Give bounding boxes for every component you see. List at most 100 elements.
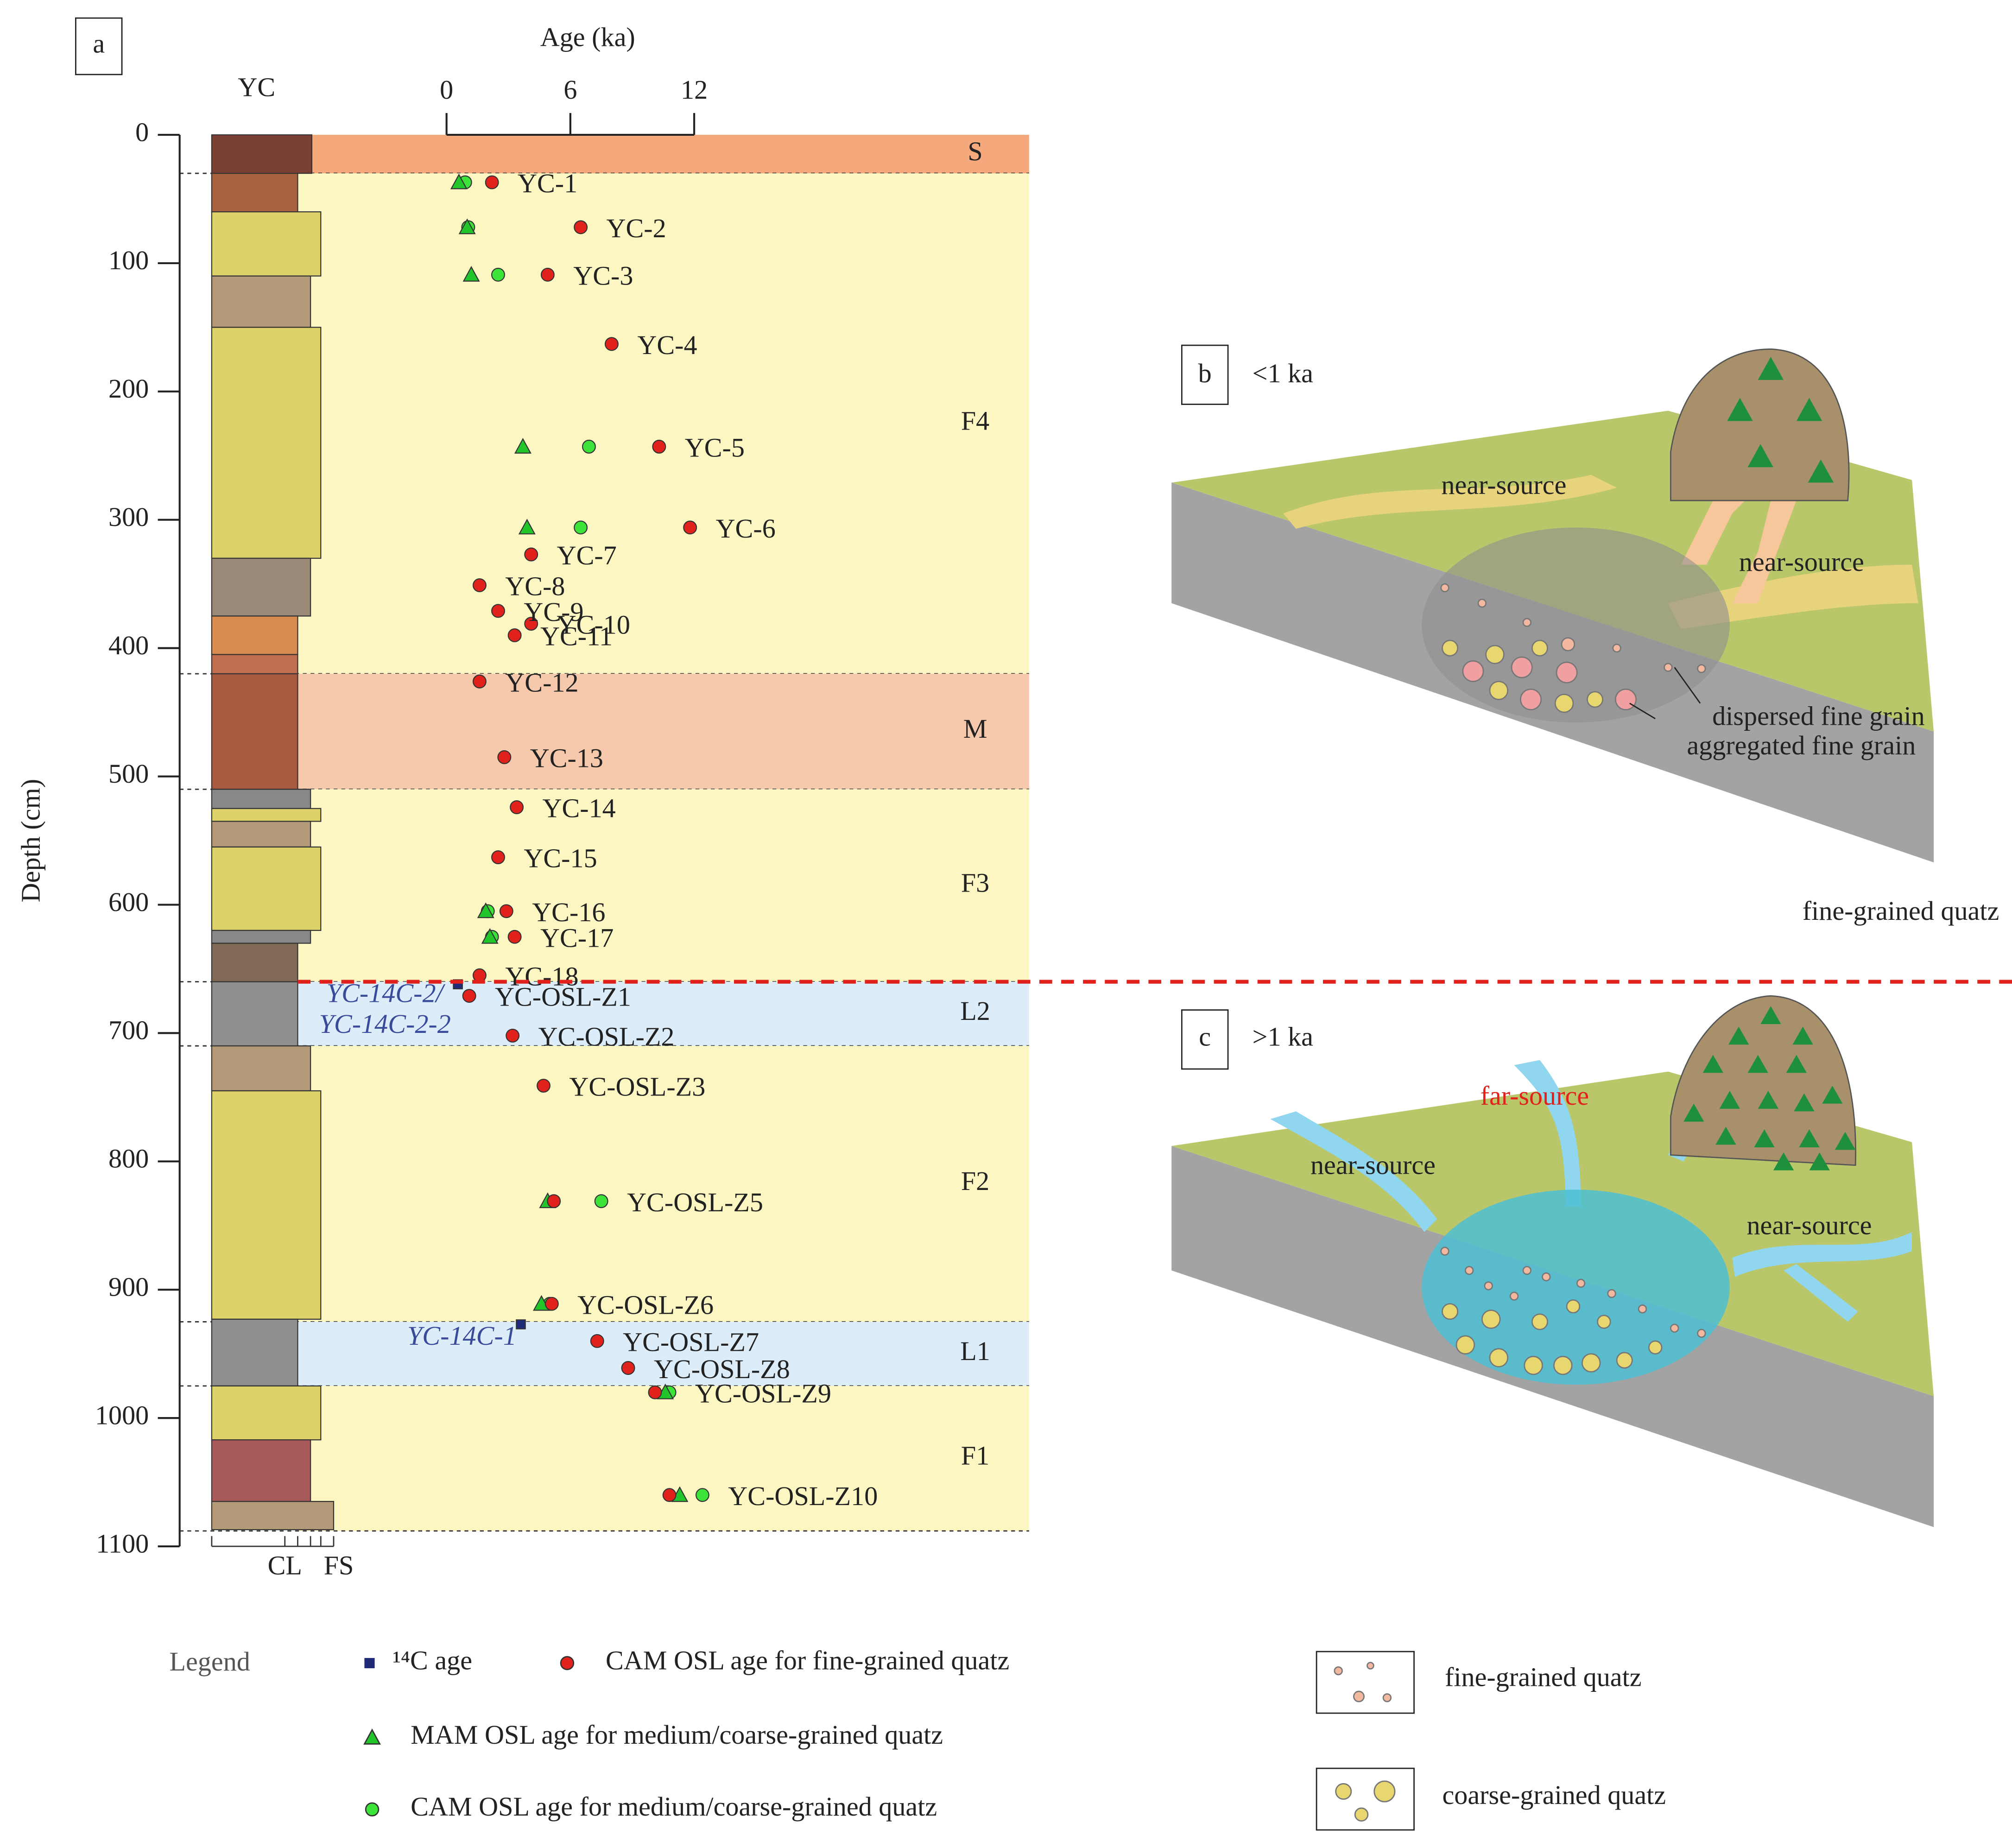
- shape: [1489, 1348, 1509, 1367]
- sample-label: YC-17: [540, 923, 614, 953]
- legend-swatch: [365, 1802, 380, 1816]
- grains: [1442, 1299, 1663, 1375]
- litho-layer: [211, 172, 298, 213]
- sample-label: YC-OSL-Z1: [495, 982, 631, 1012]
- age-label: <1 ka: [1253, 358, 1313, 388]
- point: [506, 1028, 520, 1043]
- litho-layer: [211, 981, 298, 1047]
- shape: [1597, 1315, 1611, 1329]
- shape: [1554, 693, 1574, 713]
- point: [582, 439, 596, 454]
- point: [683, 520, 697, 535]
- unit-bands: S F4 M F3 L2 F2 L1 F1: [179, 134, 1029, 1532]
- key-box: [1316, 1767, 1415, 1831]
- shape: [1786, 1055, 1807, 1073]
- shape: [1607, 1289, 1616, 1298]
- age-label: >1 ka: [1253, 1022, 1313, 1052]
- shape: [1509, 1291, 1519, 1301]
- litho-layer: [211, 1439, 311, 1502]
- point: [695, 1488, 709, 1502]
- sample-label: YC-16: [532, 897, 605, 927]
- shape: [1477, 599, 1487, 608]
- legend-label: ¹⁴C age: [392, 1645, 472, 1675]
- litho-layer: [211, 615, 298, 655]
- litho-layer: [211, 943, 298, 982]
- shape: [1747, 1055, 1768, 1073]
- y-tick-label: 0: [135, 117, 149, 147]
- shape: [1758, 1090, 1779, 1109]
- sample-label: YC-9: [524, 597, 583, 627]
- sample-label: YC-OSL-Z9: [695, 1378, 831, 1408]
- litho-layer: [211, 1318, 298, 1386]
- shape: [1373, 1780, 1396, 1803]
- shape: [1758, 357, 1784, 380]
- shape: [1531, 1313, 1548, 1330]
- c14-label: YC-14C-2-2: [319, 1009, 451, 1039]
- y-tick-label: 1100: [96, 1528, 149, 1558]
- point: [485, 175, 499, 190]
- sample-label: YC-13: [530, 743, 603, 773]
- shape: [1511, 656, 1533, 678]
- sample-label: YC-OSL-Z8: [654, 1354, 790, 1384]
- point: [450, 173, 468, 190]
- y-axis-label: Depth (cm): [15, 779, 45, 902]
- y-tick-label: 600: [108, 887, 149, 917]
- shape: [1462, 660, 1484, 683]
- shape: [1485, 645, 1505, 665]
- sample-label: YC-OSL-Z3: [569, 1072, 705, 1102]
- unit-band: [297, 789, 1029, 982]
- litho-layer: [211, 557, 311, 617]
- y-tick-label: 700: [108, 1015, 149, 1045]
- column-title: YC: [238, 72, 275, 102]
- point: [590, 1334, 604, 1348]
- x-tick-label: 12: [681, 75, 708, 105]
- unit-band: [297, 173, 1029, 674]
- point: [491, 267, 505, 282]
- panel-b: b <1 ka near-source near-source disperse…: [1171, 344, 1999, 926]
- sample-label: YC-4: [637, 330, 697, 360]
- shape: [1335, 1783, 1352, 1800]
- shape: [1670, 1323, 1679, 1333]
- point: [621, 1361, 635, 1375]
- point: [540, 267, 555, 282]
- shape: [1702, 1055, 1723, 1073]
- panel-label: c: [1199, 1022, 1211, 1052]
- shape: [1531, 639, 1548, 657]
- shape: [1638, 1304, 1647, 1314]
- point: [514, 437, 531, 454]
- unit-label: F1: [961, 1441, 989, 1471]
- grains: [1440, 1247, 1706, 1338]
- shape: [1442, 639, 1459, 657]
- point: [462, 989, 476, 1003]
- shape: [1773, 1152, 1794, 1171]
- source-label: near-source: [1310, 1150, 1436, 1180]
- sample-label: YC-OSL-Z2: [538, 1022, 675, 1052]
- litho-layer: [211, 821, 311, 848]
- shape: [1581, 1353, 1601, 1373]
- unit-label: L2: [960, 996, 990, 1026]
- sample-label: YC-7: [557, 540, 617, 570]
- c14-label: YC-14C-1: [407, 1321, 517, 1351]
- point: [574, 220, 588, 234]
- shape: [1727, 398, 1753, 421]
- grains: [1440, 583, 1706, 713]
- unit-band: [297, 674, 1029, 790]
- litho-layer: [211, 654, 298, 675]
- sample-label: YC-OSL-Z7: [623, 1327, 759, 1357]
- sample-label: YC-11: [540, 621, 613, 652]
- shape: [1553, 1355, 1573, 1375]
- shape: [1566, 1299, 1581, 1314]
- shape: [1612, 643, 1621, 653]
- shape: [1697, 664, 1706, 673]
- trees: [1683, 1006, 1856, 1171]
- y-tick-label: 400: [108, 630, 149, 660]
- y-tick-label: 200: [108, 373, 149, 404]
- panel-c: c >1 ka far-source near-source near-sour…: [1171, 995, 1934, 1527]
- source-label: far-source: [1481, 1081, 1589, 1111]
- shape: [1683, 1103, 1704, 1122]
- point: [507, 628, 522, 642]
- litho-layer: [211, 846, 322, 931]
- lens: [1422, 1190, 1730, 1385]
- sample-label: YC-10: [557, 610, 630, 640]
- key-label: fine-grained quatz: [1445, 1662, 1642, 1692]
